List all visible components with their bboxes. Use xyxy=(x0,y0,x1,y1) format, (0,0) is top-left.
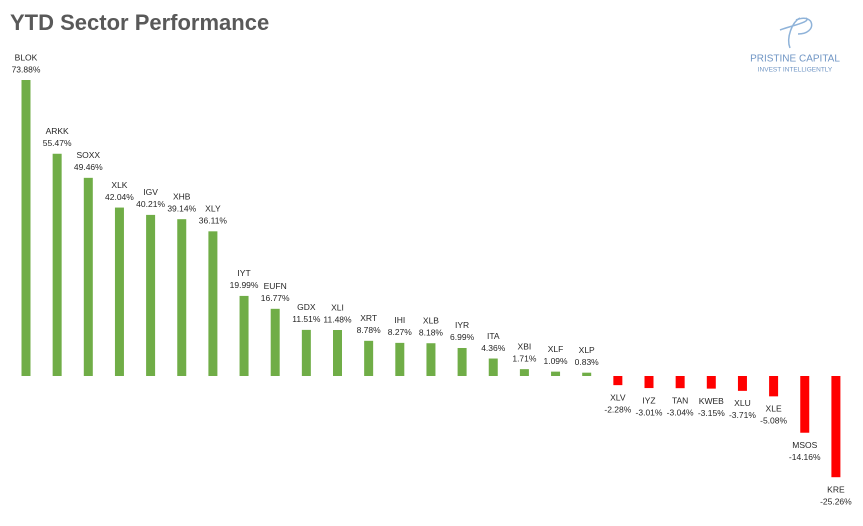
category-label: GDX xyxy=(297,302,316,312)
value-label: -3.15% xyxy=(698,408,725,418)
bar xyxy=(239,295,249,376)
logo: PRISTINE CAPITAL INVEST INTELLIGENTLY xyxy=(750,17,840,74)
category-label: MSOS xyxy=(792,440,817,450)
bar xyxy=(488,358,498,376)
value-label: 49.46% xyxy=(74,162,103,172)
category-label: KRE xyxy=(827,484,845,494)
bar xyxy=(457,347,467,376)
bar xyxy=(52,153,62,376)
category-label: XRT xyxy=(360,313,377,323)
category-label: IYZ xyxy=(642,395,655,405)
category-label: XLP xyxy=(579,345,595,355)
bar xyxy=(177,219,187,376)
value-label: 1.09% xyxy=(543,356,568,366)
category-label: XLE xyxy=(766,404,782,414)
bar xyxy=(426,343,436,376)
value-label: 40.21% xyxy=(136,199,165,209)
value-label: 73.88% xyxy=(12,64,41,74)
bar xyxy=(737,376,747,391)
value-label: 8.18% xyxy=(419,327,444,337)
bar xyxy=(364,340,374,376)
value-label: 42.04% xyxy=(105,192,134,202)
category-label: XLK xyxy=(111,180,127,190)
category-label: SOXX xyxy=(76,150,100,160)
bar xyxy=(551,371,561,376)
value-label: 8.27% xyxy=(388,327,413,337)
bar xyxy=(582,372,592,376)
category-label: XBI xyxy=(518,341,532,351)
value-label: -14.16% xyxy=(789,452,821,462)
value-label: -3.01% xyxy=(636,407,663,417)
value-label: 16.77% xyxy=(261,293,290,303)
category-label: IYR xyxy=(455,320,469,330)
bar xyxy=(831,376,841,478)
bar xyxy=(800,376,810,433)
bar xyxy=(270,308,280,376)
bar xyxy=(208,231,218,376)
category-label: EUFN xyxy=(264,281,287,291)
bar xyxy=(146,214,156,376)
bar xyxy=(519,369,529,376)
category-label: ITA xyxy=(487,331,500,341)
value-label: -2.28% xyxy=(604,404,631,414)
category-label: BLOK xyxy=(15,52,38,62)
value-label: 11.48% xyxy=(323,314,352,324)
value-label: 11.51% xyxy=(292,314,321,324)
bar xyxy=(644,376,654,389)
bar xyxy=(706,376,716,389)
bar xyxy=(301,329,311,376)
value-label: 19.99% xyxy=(230,280,259,290)
value-label: -5.08% xyxy=(760,416,787,426)
category-label: XLF xyxy=(548,344,564,354)
bar xyxy=(675,376,685,389)
logo-mark xyxy=(779,17,813,49)
category-label: XHB xyxy=(173,191,191,201)
bar xyxy=(395,342,405,376)
value-label: 0.83% xyxy=(575,357,600,367)
category-label: IYT xyxy=(237,268,250,278)
category-label: TAN xyxy=(672,395,688,405)
bar xyxy=(21,80,31,376)
bar xyxy=(769,376,779,397)
category-label: ARKK xyxy=(46,126,69,136)
bar xyxy=(83,177,93,376)
value-label: 4.36% xyxy=(481,343,506,353)
chart-title: YTD Sector Performance xyxy=(10,10,269,35)
value-label: -3.71% xyxy=(729,410,756,420)
value-label: 55.47% xyxy=(43,138,72,148)
category-label: KWEB xyxy=(699,396,724,406)
category-label: IHI xyxy=(394,315,405,325)
category-label: XLU xyxy=(734,398,751,408)
value-label: -3.04% xyxy=(667,407,694,417)
bar xyxy=(333,330,342,376)
logo-name: PRISTINE CAPITAL xyxy=(750,54,840,65)
value-label: 8.78% xyxy=(357,325,382,335)
category-label: XLB xyxy=(423,315,439,325)
category-label: IGV xyxy=(143,187,158,197)
value-label: 36.11% xyxy=(199,216,228,226)
category-label: XLY xyxy=(205,204,221,214)
bar xyxy=(613,376,623,386)
value-label: 6.99% xyxy=(450,332,475,342)
bar xyxy=(114,207,124,376)
value-label: 1.71% xyxy=(512,353,537,363)
category-label: XLV xyxy=(610,392,626,402)
value-label: -25.26% xyxy=(820,496,852,506)
category-label: XLI xyxy=(331,302,344,312)
logo-tagline: INVEST INTELLIGENTLY xyxy=(758,67,833,74)
value-label: 39.14% xyxy=(167,203,196,213)
